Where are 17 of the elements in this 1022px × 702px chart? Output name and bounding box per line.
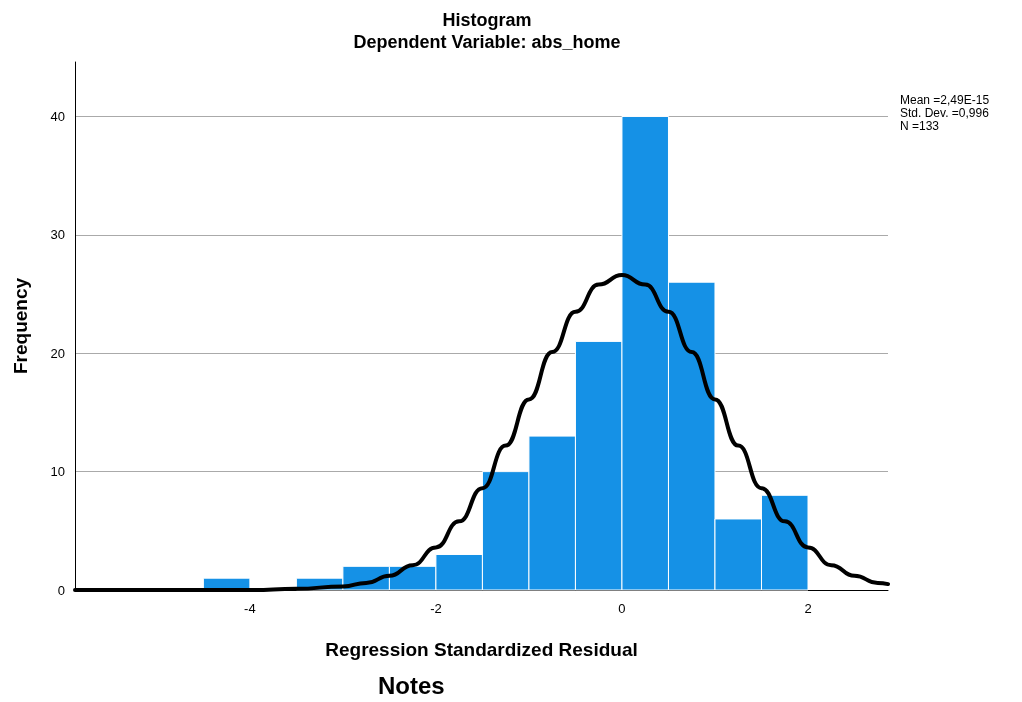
y-tick-label: 20 <box>50 345 65 361</box>
x-tick-label: 0 <box>618 601 626 616</box>
y-axis-title: Frequency <box>10 277 31 375</box>
text: N =133 <box>900 119 940 133</box>
chart-subtitle: Dependent Variable: abs_home <box>353 32 621 52</box>
x-axis-title: Regression Standardized Residual <box>325 639 638 660</box>
y-tick-label: 0 <box>57 582 65 598</box>
chart-title: Histogram <box>442 10 532 30</box>
text: Std. Dev. =0,996 <box>900 106 990 120</box>
x-tick-label: 2 <box>804 601 812 616</box>
text: Notes <box>378 671 445 699</box>
x-tick-label: -2 <box>430 601 442 616</box>
text: Mean =2,49E-15 <box>900 93 990 107</box>
x-tick-label: -4 <box>244 601 256 616</box>
y-tick-label: 40 <box>50 108 65 124</box>
y-tick-label: 10 <box>50 464 65 480</box>
y-tick-label: 30 <box>50 227 65 243</box>
